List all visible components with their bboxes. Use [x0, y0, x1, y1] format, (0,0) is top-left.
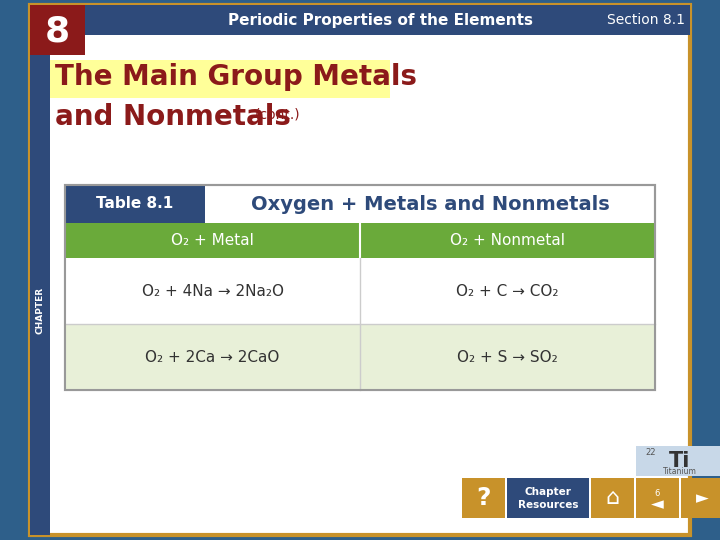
Text: and Nonmetals: and Nonmetals	[55, 103, 291, 131]
Text: 22: 22	[645, 448, 655, 457]
Text: ►: ►	[696, 489, 708, 507]
Text: O₂ + 2Ca → 2CaO: O₂ + 2Ca → 2CaO	[145, 349, 279, 364]
Text: (cont.): (cont.)	[255, 107, 301, 121]
Bar	[507, 478, 589, 518]
Text: 8: 8	[45, 15, 70, 49]
Text: Oxygen + Metals and Nonmetals: Oxygen + Metals and Nonmetals	[251, 194, 609, 213]
Bar	[65, 223, 655, 258]
Text: 6: 6	[654, 489, 660, 498]
Bar	[681, 478, 720, 518]
Text: O₂ + S → SO₂: O₂ + S → SO₂	[457, 349, 558, 364]
Bar	[462, 478, 505, 518]
Bar	[65, 185, 655, 390]
Text: O₂ + Metal: O₂ + Metal	[171, 233, 254, 248]
Bar	[50, 60, 390, 98]
Text: ◄: ◄	[651, 495, 663, 513]
Text: The Main Group Metals: The Main Group Metals	[55, 63, 417, 91]
Bar	[591, 478, 634, 518]
Text: O₂ + C → CO₂: O₂ + C → CO₂	[456, 284, 559, 299]
Bar	[636, 446, 720, 476]
Bar	[65, 185, 655, 390]
Bar	[30, 35, 50, 535]
Text: Chapter: Chapter	[525, 487, 572, 497]
Text: Titanium: Titanium	[663, 468, 697, 476]
Text: O₂ + 4Na → 2Na₂O: O₂ + 4Na → 2Na₂O	[142, 284, 284, 299]
Text: Table 8.1: Table 8.1	[96, 197, 174, 212]
Text: CHAPTER: CHAPTER	[35, 286, 45, 334]
Bar	[65, 185, 205, 223]
Text: ⌂: ⌂	[605, 488, 619, 508]
Text: Resources: Resources	[518, 500, 578, 510]
Bar	[636, 478, 679, 518]
Bar	[30, 5, 690, 35]
Bar	[65, 324, 655, 390]
Text: Section 8.1: Section 8.1	[607, 13, 685, 27]
Text: Ti: Ti	[670, 451, 690, 471]
Bar	[65, 258, 655, 324]
Bar	[30, 5, 85, 55]
Text: O₂ + Nonmetal: O₂ + Nonmetal	[450, 233, 565, 248]
Text: Periodic Properties of the Elements: Periodic Properties of the Elements	[228, 12, 533, 28]
Text: ?: ?	[476, 486, 490, 510]
